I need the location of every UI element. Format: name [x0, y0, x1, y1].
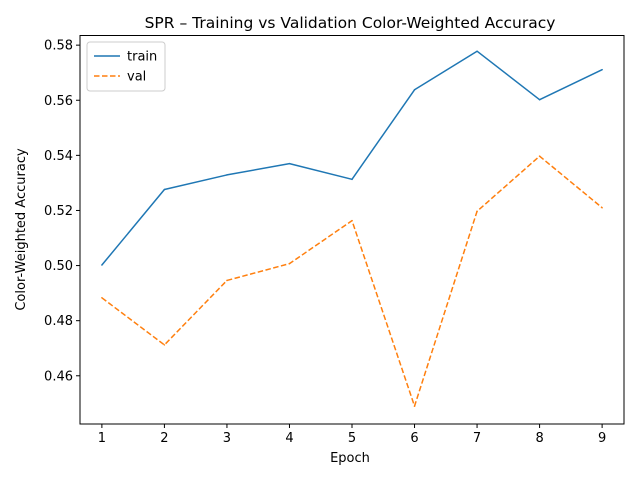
- data-point-train: [101, 264, 103, 266]
- data-point-val: [101, 297, 103, 299]
- y-tick-label: 0.48: [44, 314, 73, 329]
- data-point-train: [226, 174, 228, 176]
- x-tick-label: 9: [598, 431, 606, 446]
- data-point-train: [351, 178, 353, 181]
- data-point-val: [413, 405, 416, 407]
- y-axis-label: Color-Weighted Accuracy: [14, 148, 29, 311]
- series-line-val: [101, 155, 603, 407]
- y-axis: 0.46 0.48 0.50 0.52 0.54 0.56 0.58: [44, 39, 80, 384]
- x-tick-label: 6: [410, 431, 418, 446]
- x-tick-label: 5: [348, 431, 356, 446]
- x-tick-label: 8: [535, 431, 543, 446]
- x-tick-label: 2: [160, 431, 168, 446]
- x-tick-label: 1: [98, 431, 106, 446]
- data-point-train: [163, 188, 166, 191]
- x-axis: 1 2 3 4 5 6 7 8 9: [98, 424, 606, 446]
- data-point-val: [288, 262, 291, 265]
- y-tick-label: 0.50: [44, 259, 73, 274]
- data-point-val: [351, 219, 353, 222]
- y-tick-label: 0.46: [44, 369, 73, 384]
- legend-label-val: val: [127, 70, 146, 85]
- data-point-train: [413, 89, 416, 91]
- data-point-val: [601, 206, 603, 209]
- series-layer: [101, 50, 603, 407]
- chart-title: SPR – Training vs Validation Color-Weigh…: [145, 14, 556, 32]
- x-tick-label: 7: [473, 431, 481, 446]
- legend-box: [86, 41, 166, 92]
- y-tick-label: 0.56: [44, 94, 73, 109]
- plot-frame: [79, 35, 625, 425]
- y-tick-label: 0.58: [44, 39, 73, 54]
- y-tick-label: 0.52: [44, 204, 73, 219]
- data-point-val: [538, 155, 541, 157]
- x-tick-label: 4: [285, 431, 293, 446]
- y-tick-label: 0.54: [44, 149, 73, 164]
- data-point-train: [601, 68, 603, 71]
- x-tick-label: 3: [223, 431, 231, 446]
- x-axis-label: Epoch: [330, 451, 370, 466]
- data-point-val: [163, 344, 166, 346]
- data-point-train: [288, 162, 291, 165]
- legend-label-train: train: [127, 50, 157, 65]
- legend: train val: [86, 41, 166, 92]
- data-point-train: [538, 98, 541, 101]
- data-point-val: [476, 210, 478, 213]
- series-line-train: [101, 50, 603, 266]
- data-point-val: [226, 279, 228, 282]
- data-point-train: [476, 50, 478, 52]
